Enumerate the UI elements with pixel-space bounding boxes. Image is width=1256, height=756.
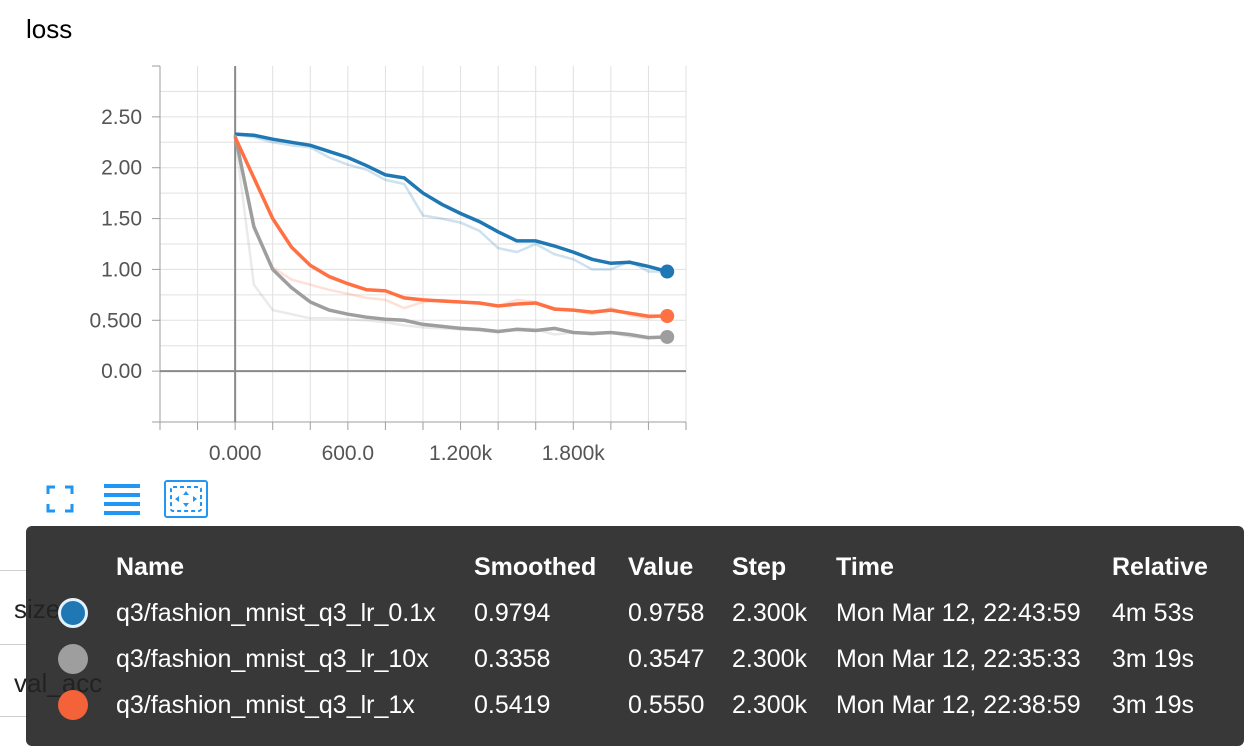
header-value: Value [628,552,694,581]
row-divider [0,716,30,717]
chart-tick-labels: 0.00 0.500 1.00 1.50 2.00 2.50 0.000 600.0 1.200… [89,106,605,465]
tooltip-swatch-cell [26,636,116,682]
header-step: Step [732,552,787,581]
series-end-dot [660,264,675,279]
tooltip-cell-step: 2.300k [732,644,808,673]
x-tick-label: 1.800k [542,442,606,465]
tooltip-table: Name Smoothed Value Step Time Relative q… [26,544,1244,728]
tooltip-cell-time: Mon Mar 12, 22:43:59 [836,598,1081,627]
y-tick-label: 0.00 [101,360,142,383]
tooltip-cell-name: q3/fashion_mnist_q3_lr_1x [116,690,415,719]
row-divider [0,644,30,645]
chart-toolbar [40,480,230,518]
y-tick-label: 2.50 [101,106,142,129]
tooltip-cell-smoothed: 0.9794 [474,598,551,627]
smoothed-series-line [233,136,668,318]
tooltip-cell-value: 0.5550 [628,690,705,719]
tooltip-cell-value: 0.3547 [628,644,705,673]
tooltip-cell-smoothed: 0.5419 [474,690,551,719]
data-list-button[interactable] [102,480,142,518]
y-tick-label: 1.00 [101,258,142,281]
tooltip-swatch-cell [26,682,116,728]
series-color-swatch [58,690,88,721]
chart-title: loss [26,14,73,44]
series-end-dot [660,309,675,324]
row-divider [0,570,30,571]
series-end-dot [660,329,675,344]
tooltip-row: q3/fashion_mnist_q3_lr_10x 0.3358 0.3547 2.… [26,636,1244,682]
header-swatch [26,544,116,590]
x-tick-label: 1.200k [429,442,493,465]
chart-tooltip: Name Smoothed Value Step Time Relative q… [26,526,1244,746]
header-time: Time [836,552,894,581]
loss-chart[interactable]: 0.00 0.500 1.00 1.50 2.00 2.50 0.000 600.0 1.200… [0,0,1256,470]
fit-domain-icon [170,486,202,512]
tooltip-cell-time: Mon Mar 12, 22:38:59 [836,690,1081,719]
smoothed-series-line [233,134,668,340]
tooltip-row: q3/fashion_mnist_q3_lr_1x 0.5419 0.5550 2.3… [26,682,1244,728]
y-tick-label: 1.50 [101,208,142,231]
fullscreen-icon [46,485,74,513]
tooltip-cell-name: q3/fashion_mnist_q3_lr_10x [116,644,429,673]
tooltip-cell-step: 2.300k [732,690,808,719]
raw-series-line [234,132,668,273]
chart-lines [233,132,668,340]
fullscreen-button[interactable] [40,480,80,518]
chart-axes [152,65,687,430]
y-tick-label: 2.00 [101,157,142,180]
tooltip-cell-value: 0.9758 [628,598,705,627]
chart-grid [160,66,687,422]
chart-end-dots [660,264,675,344]
x-tick-label: 0.000 [209,442,262,465]
tooltip-cell-smoothed: 0.3358 [474,644,551,673]
tooltip-cell-relative: 4m 53s [1112,598,1194,627]
raw-series-line [233,136,668,320]
x-tick-label: 600.0 [322,442,375,465]
header-relative: Relative [1112,552,1208,581]
tooltip-cell-step: 2.300k [732,598,808,627]
tooltip-row: q3/fashion_mnist_q3_lr_0.1x 0.9794 0.9758 2… [26,590,1244,636]
tooltip-swatch-cell [26,590,116,636]
series-color-swatch [58,644,88,675]
tooltip-cell-time: Mon Mar 12, 22:35:33 [836,644,1081,673]
tooltip-cell-relative: 3m 19s [1112,644,1194,673]
list-icon [104,484,140,515]
series-color-swatch [58,598,88,629]
fit-domain-button[interactable] [164,480,208,518]
smoothed-series-line [234,132,668,274]
tooltip-header-row: Name Smoothed Value Step Time Relative [26,544,1244,590]
tooltip-cell-name: q3/fashion_mnist_q3_lr_0.1x [116,598,436,627]
header-name: Name [116,552,185,581]
header-smoothed: Smoothed [474,552,597,581]
tooltip-cell-relative: 3m 19s [1112,690,1194,719]
y-tick-label: 0.500 [89,309,142,332]
